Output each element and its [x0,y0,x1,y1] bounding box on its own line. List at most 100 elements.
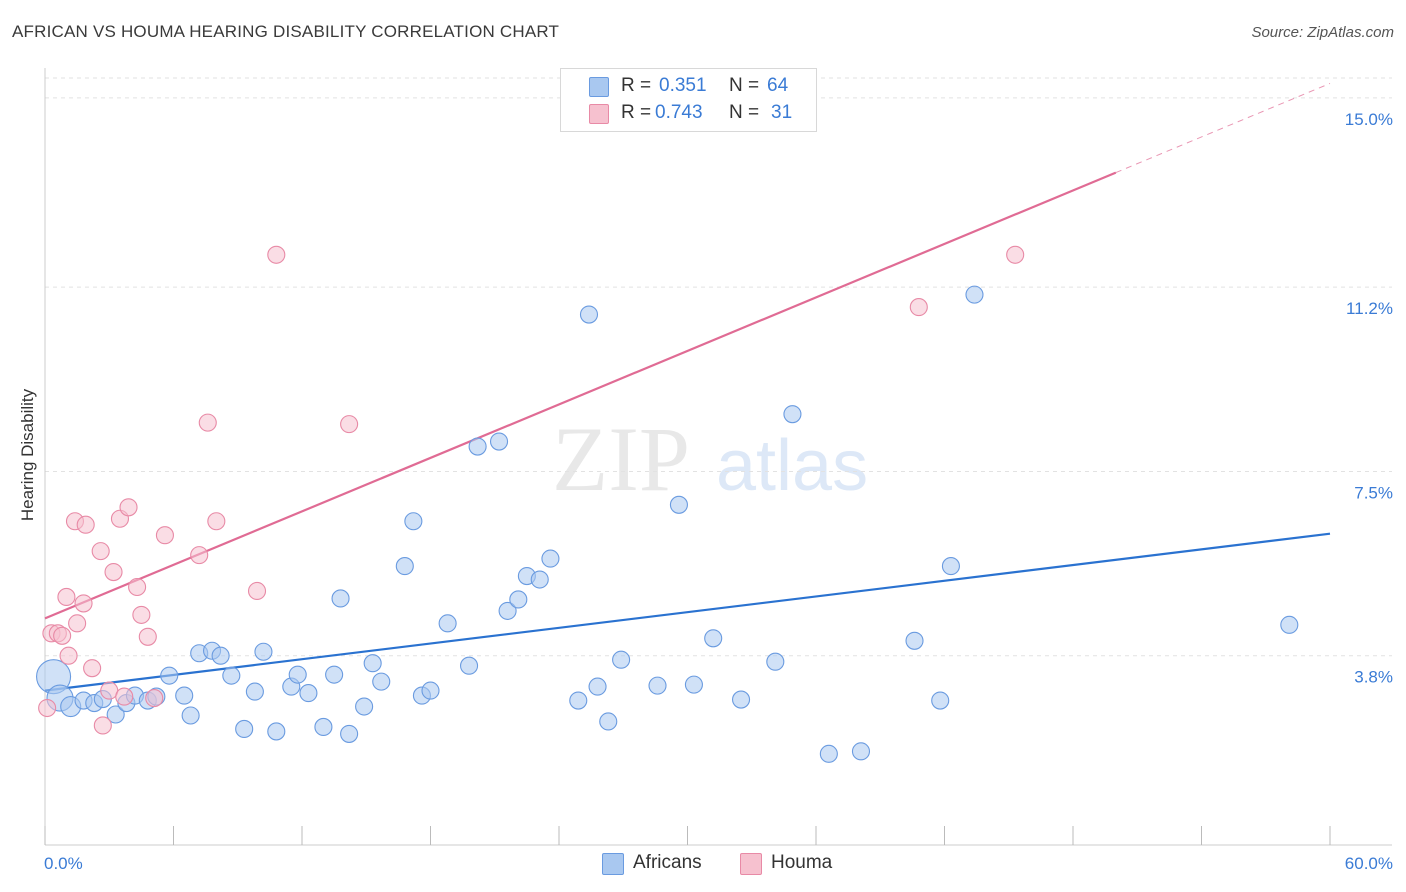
houma-point [115,687,134,706]
y-tick-label: 11.2% [1346,299,1393,318]
houma-point [267,245,286,264]
houma-trend-extension [1115,82,1331,174]
legend-row-africans: R = 0.351 N = 64 [589,75,809,99]
africans-point [819,744,838,763]
africans-point [648,676,667,695]
africans-point [459,656,479,675]
africans-point [599,712,618,731]
africans-point [395,557,414,576]
houma-point [132,605,151,624]
legend-n-label: N = [729,102,760,123]
africans-point [905,631,924,650]
africans-point [530,570,549,589]
legend-row-houma: R = 0.743 N = 31 [589,102,809,126]
legend-n-label: N = [729,75,760,96]
legend-r-value-houma: 0.743 [655,102,703,123]
africans-point [669,495,688,514]
africans-trend-line [44,532,1331,692]
africans-point [588,677,607,696]
houma-point [59,646,78,665]
legend-swatch-houma [589,104,609,124]
y-tick-label: 15.0% [1345,110,1393,129]
source-label: Source: ZipAtlas.com [1251,24,1394,41]
africans-point [299,684,318,703]
africans-point [314,717,333,737]
houma-point [83,659,102,678]
legend-r-value-africans: 0.351 [659,75,707,96]
africans-point [325,665,344,684]
africans-point [355,697,374,716]
africans-point [288,665,307,684]
houma-point [145,689,164,708]
africans-point [372,672,391,691]
africans-point [498,601,517,620]
houma-point [340,415,359,434]
x-tick-label-min: 0.0% [44,854,83,873]
houma-point [138,627,157,646]
africans-point [340,724,359,743]
houma-point [104,563,123,582]
houma-point [93,716,112,735]
africans-point [363,654,382,673]
watermark-atlas: atlas [716,426,868,506]
watermark-zip: ZIP [552,408,690,510]
houma-point [155,526,174,545]
chart-title: AFRICAN VS HOUMA HEARING DISABILITY CORR… [12,22,560,41]
africans-point [851,742,871,761]
africans-point [704,629,723,648]
africans-point [541,549,560,568]
houma-point [198,413,217,432]
bottom-legend-label-houma: Houma [771,852,833,873]
houma-point [76,515,95,534]
bottom-legend-swatch-africans [602,853,624,875]
africans-point [181,706,200,725]
africans-point [331,589,350,608]
africans-point [941,557,960,576]
africans-point [965,285,984,304]
africans-point [612,650,631,669]
houma-point [57,587,76,607]
houma-point [91,542,110,561]
africans-point [106,705,125,724]
houma-point [53,626,72,645]
houma-point [68,614,87,633]
africans-point [569,691,588,710]
africans-point [254,642,273,661]
houma-point [1006,245,1025,264]
houma-point [74,594,93,613]
africans-point [1280,615,1299,634]
africans-point [211,646,230,665]
x-tick-label-max: 60.0% [1345,854,1393,873]
africans-point [731,690,751,709]
houma-point [38,698,57,718]
legend-r-label: R = [621,75,652,96]
africans-point [684,675,703,694]
africans-point [468,437,487,456]
bottom-legend-label-africans: Africans [633,852,702,873]
houma-point [119,498,138,517]
houma-point [128,577,147,597]
houma-trend-line [44,171,1117,620]
africans-point [489,432,509,451]
africans-point [421,681,440,700]
houma-point [247,581,267,601]
africans-point [783,405,802,424]
africans-point [245,682,264,701]
africans-point [438,614,457,633]
africans-point [160,666,179,685]
africans-point [267,722,286,741]
africans-point [766,652,785,671]
africans-point [579,305,599,324]
legend-swatch-africans [589,77,609,97]
africans-point [175,686,194,705]
bottom-legend-swatch-houma [740,853,762,875]
houma-point [207,512,226,531]
africans-point [931,691,950,710]
y-tick-label: 7.5% [1354,483,1393,502]
africans-point [509,590,528,609]
houma-point [190,546,209,565]
y-tick-label: 3.8% [1354,668,1393,687]
africans-point [235,719,254,738]
legend-n-value-houma: 31 [771,102,793,123]
